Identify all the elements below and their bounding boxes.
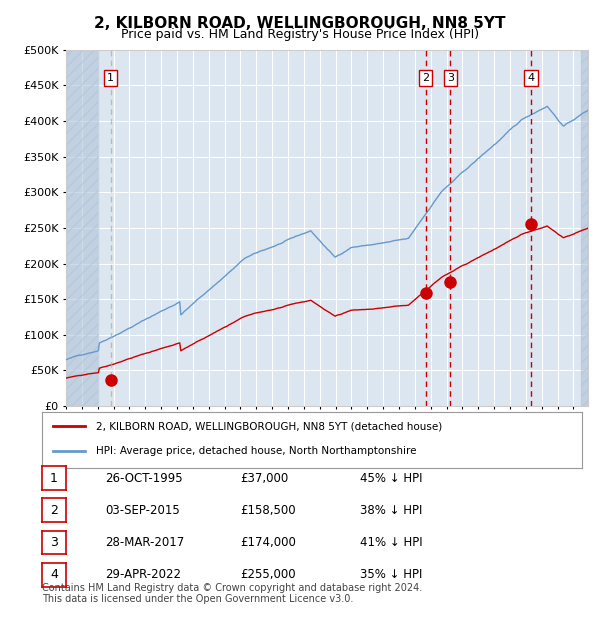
Text: Price paid vs. HM Land Registry's House Price Index (HPI): Price paid vs. HM Land Registry's House … [121,28,479,41]
Text: 26-OCT-1995: 26-OCT-1995 [105,472,182,484]
Text: 2, KILBORN ROAD, WELLINGBOROUGH, NN8 5YT: 2, KILBORN ROAD, WELLINGBOROUGH, NN8 5YT [94,16,506,30]
Bar [66,50,98,406]
Text: 1: 1 [107,73,114,83]
Text: 38% ↓ HPI: 38% ↓ HPI [360,504,422,516]
Text: HPI: Average price, detached house, North Northamptonshire: HPI: Average price, detached house, Nort… [96,446,416,456]
Text: 4: 4 [527,73,535,83]
Text: 2, KILBORN ROAD, WELLINGBOROUGH, NN8 5YT (detached house): 2, KILBORN ROAD, WELLINGBOROUGH, NN8 5YT… [96,421,442,432]
Text: 41% ↓ HPI: 41% ↓ HPI [360,536,422,549]
Text: 28-MAR-2017: 28-MAR-2017 [105,536,184,549]
Text: £37,000: £37,000 [240,472,288,484]
Text: £158,500: £158,500 [240,504,296,516]
Text: 2: 2 [422,73,429,83]
Text: 3: 3 [50,536,58,549]
Text: 1: 1 [50,472,58,484]
Text: 3: 3 [447,73,454,83]
Bar [581,50,588,406]
Text: 4: 4 [50,569,58,581]
Text: 45% ↓ HPI: 45% ↓ HPI [360,472,422,484]
Text: 35% ↓ HPI: 35% ↓ HPI [360,569,422,581]
Text: Contains HM Land Registry data © Crown copyright and database right 2024.
This d: Contains HM Land Registry data © Crown c… [42,583,422,604]
Text: 29-APR-2022: 29-APR-2022 [105,569,181,581]
Text: £174,000: £174,000 [240,536,296,549]
Text: 03-SEP-2015: 03-SEP-2015 [105,504,180,516]
Text: £255,000: £255,000 [240,569,296,581]
Text: 2: 2 [50,504,58,516]
